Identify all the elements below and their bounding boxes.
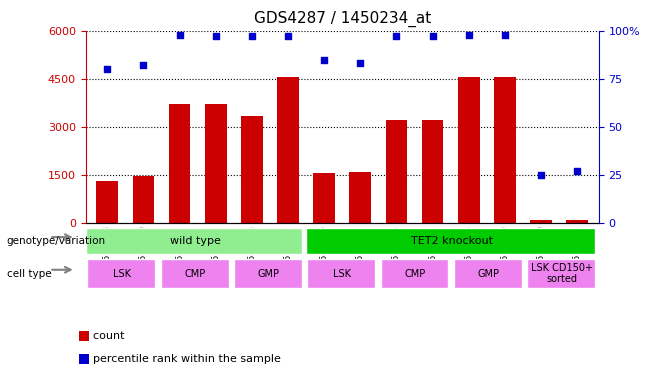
Bar <box>132 176 154 223</box>
FancyBboxPatch shape <box>527 259 595 288</box>
Point <box>355 60 365 66</box>
Point <box>391 33 401 40</box>
Text: wild type: wild type <box>170 236 221 246</box>
Title: GDS4287 / 1450234_at: GDS4287 / 1450234_at <box>253 10 431 26</box>
Text: GMP: GMP <box>478 268 500 279</box>
Bar <box>313 173 335 223</box>
Bar <box>422 120 443 223</box>
FancyBboxPatch shape <box>161 259 228 288</box>
Point <box>247 33 257 40</box>
Bar <box>277 77 299 223</box>
Point <box>283 33 293 40</box>
Bar <box>458 77 480 223</box>
Point <box>211 33 221 40</box>
Bar <box>96 181 118 223</box>
FancyBboxPatch shape <box>234 259 302 288</box>
FancyBboxPatch shape <box>380 259 449 288</box>
FancyBboxPatch shape <box>88 259 155 288</box>
Bar <box>205 104 226 223</box>
Text: genotype/variation: genotype/variation <box>7 236 106 246</box>
Text: CMP: CMP <box>405 268 426 279</box>
Point <box>499 31 510 38</box>
Text: CMP: CMP <box>185 268 206 279</box>
FancyBboxPatch shape <box>86 228 302 254</box>
Point <box>174 31 185 38</box>
Text: TET2 knockout: TET2 knockout <box>411 236 493 246</box>
Point <box>427 33 438 40</box>
Text: count: count <box>86 331 124 341</box>
Text: GMP: GMP <box>258 268 280 279</box>
Text: cell type: cell type <box>7 268 51 279</box>
FancyBboxPatch shape <box>307 259 375 288</box>
Text: LSK CD150+
sorted: LSK CD150+ sorted <box>531 263 593 285</box>
Point <box>536 172 546 178</box>
Text: LSK: LSK <box>333 268 351 279</box>
Bar <box>567 220 588 223</box>
Bar <box>494 77 516 223</box>
Point <box>138 62 149 68</box>
Bar <box>168 104 190 223</box>
Text: LSK: LSK <box>113 268 131 279</box>
Bar <box>241 116 263 223</box>
Point <box>572 168 582 174</box>
FancyBboxPatch shape <box>305 228 595 254</box>
Bar <box>386 120 407 223</box>
FancyBboxPatch shape <box>454 259 522 288</box>
Point <box>102 66 113 72</box>
Bar <box>349 172 371 223</box>
Text: percentile rank within the sample: percentile rank within the sample <box>86 354 280 364</box>
Point <box>319 56 330 63</box>
Point <box>463 31 474 38</box>
Bar <box>530 220 552 223</box>
